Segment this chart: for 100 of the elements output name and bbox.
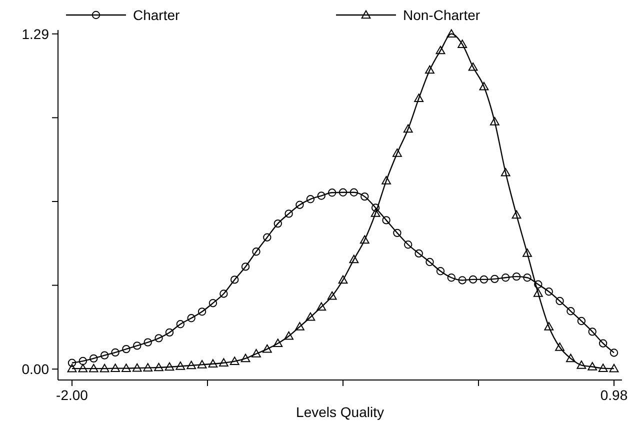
point <box>512 210 522 219</box>
point <box>392 148 402 157</box>
point <box>371 204 380 212</box>
point <box>240 354 250 362</box>
point <box>295 322 304 330</box>
point <box>197 360 207 368</box>
point <box>468 62 478 71</box>
point <box>208 298 218 308</box>
x-tick-label: -2.00 <box>56 387 88 403</box>
point <box>490 274 499 284</box>
point <box>588 328 596 336</box>
point <box>566 307 575 316</box>
point <box>316 302 326 311</box>
point <box>588 362 598 370</box>
point <box>447 274 456 282</box>
point <box>468 275 478 284</box>
point <box>284 331 294 340</box>
point <box>436 46 446 54</box>
point <box>403 124 413 133</box>
point <box>479 82 489 90</box>
point <box>327 291 337 300</box>
point <box>556 296 564 306</box>
point <box>544 322 554 330</box>
point <box>100 364 110 372</box>
point <box>598 339 608 348</box>
point <box>317 192 326 200</box>
point <box>425 65 434 74</box>
y-tick-label: 0.00 <box>22 360 50 377</box>
point <box>218 358 228 366</box>
x-tick-label: 0.98 <box>600 387 628 403</box>
point <box>252 349 261 358</box>
point <box>110 364 120 372</box>
point <box>566 354 576 362</box>
point <box>67 364 77 372</box>
point <box>230 356 240 365</box>
point <box>533 288 543 297</box>
point <box>609 364 619 372</box>
point <box>500 168 510 176</box>
point <box>458 276 466 284</box>
point <box>186 360 196 370</box>
point <box>349 254 359 264</box>
point <box>446 29 456 38</box>
legend-label: Charter <box>133 6 180 23</box>
point <box>370 208 380 217</box>
point <box>512 272 521 281</box>
point <box>296 200 304 209</box>
point <box>88 364 98 372</box>
point <box>263 233 272 242</box>
point <box>328 188 336 197</box>
legend-label: Non-Charter <box>403 6 480 23</box>
point <box>122 364 131 372</box>
point <box>534 280 542 288</box>
point <box>523 274 532 282</box>
point <box>133 342 142 350</box>
point <box>610 348 618 357</box>
point <box>154 334 163 342</box>
point <box>544 288 553 296</box>
point <box>577 316 586 326</box>
point <box>273 338 283 348</box>
point <box>165 328 174 337</box>
point <box>208 359 218 368</box>
point <box>502 274 510 282</box>
point <box>252 248 260 256</box>
x-axis-title: Levels Quality <box>296 404 384 420</box>
point <box>78 364 88 372</box>
point <box>262 344 272 353</box>
point <box>143 363 153 372</box>
point <box>68 358 76 367</box>
point <box>144 338 152 346</box>
point <box>176 362 186 370</box>
point <box>382 176 391 184</box>
point <box>176 320 185 328</box>
point <box>122 344 130 354</box>
point <box>382 216 390 224</box>
point <box>576 360 586 369</box>
point <box>338 188 348 196</box>
point <box>360 235 370 244</box>
point <box>458 40 468 48</box>
point <box>414 94 424 102</box>
point <box>598 364 608 372</box>
point <box>154 362 164 372</box>
point <box>100 351 109 360</box>
point <box>555 342 564 351</box>
point <box>132 363 142 372</box>
point <box>426 258 434 266</box>
point <box>78 356 88 366</box>
point <box>414 249 423 258</box>
point <box>187 314 196 322</box>
point <box>241 262 250 271</box>
point <box>284 210 293 218</box>
point <box>306 195 315 204</box>
point <box>274 219 282 228</box>
point <box>436 267 445 276</box>
point <box>490 117 500 126</box>
point <box>198 308 206 316</box>
point <box>522 248 532 257</box>
point <box>90 354 98 363</box>
point <box>350 188 358 196</box>
point <box>220 290 228 298</box>
point <box>230 276 239 284</box>
